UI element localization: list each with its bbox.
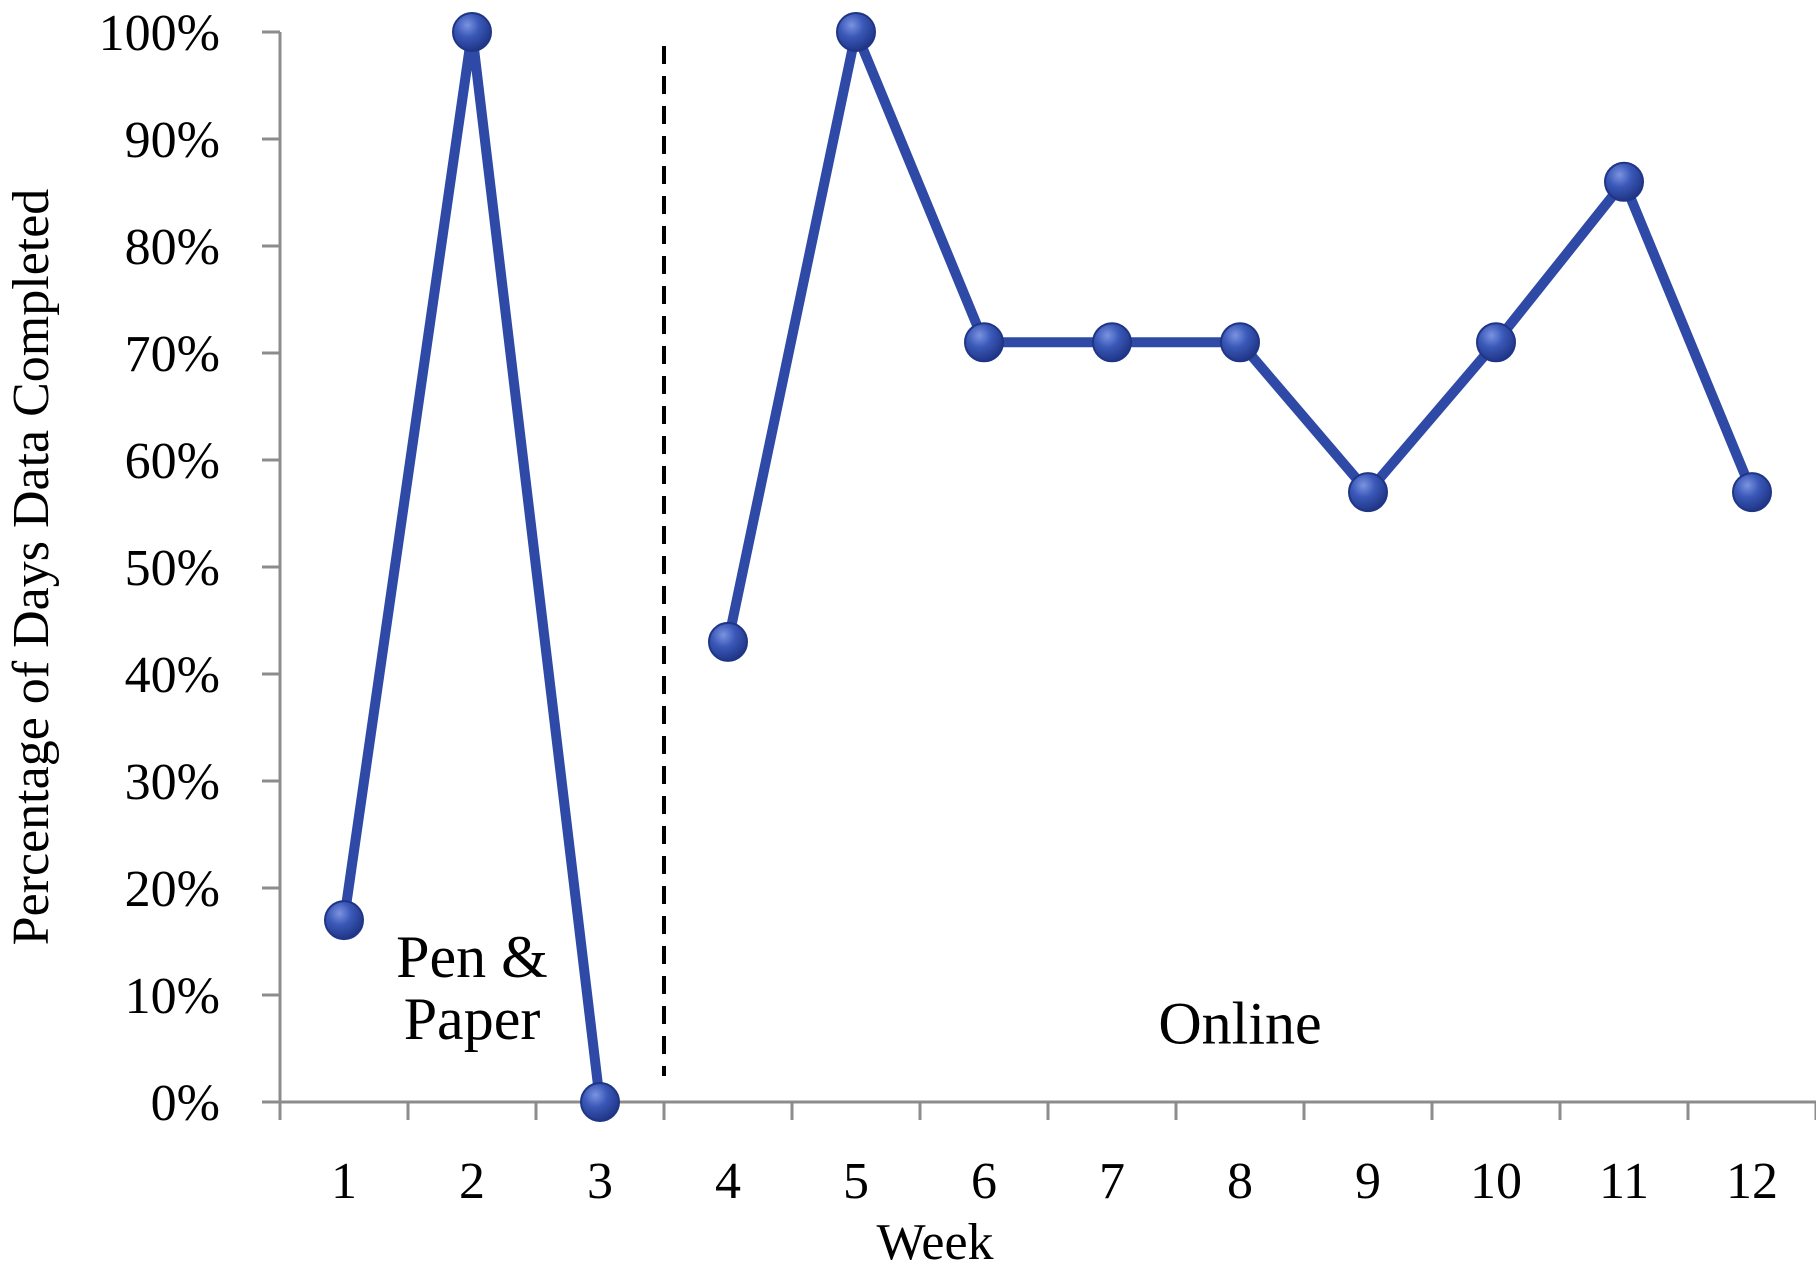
pen-paper-label: Paper bbox=[404, 986, 541, 1052]
series-markers bbox=[324, 12, 1772, 1122]
x-tick-label: 11 bbox=[1599, 1153, 1649, 1210]
pen-paper-label: Pen & bbox=[396, 924, 548, 990]
data-point bbox=[708, 621, 748, 662]
x-tick-label: 5 bbox=[843, 1153, 869, 1210]
data-point bbox=[1604, 161, 1644, 202]
data-point bbox=[580, 1082, 620, 1122]
data-point bbox=[1348, 472, 1388, 513]
x-tick-label: 7 bbox=[1099, 1153, 1125, 1210]
y-tick-label: 60% bbox=[125, 433, 220, 490]
y-tick-label: 20% bbox=[125, 861, 220, 918]
data-point bbox=[836, 12, 876, 52]
y-tick-label: 90% bbox=[125, 112, 220, 169]
x-tick-label: 4 bbox=[715, 1153, 741, 1210]
y-axis-title: Percentage of Days Data Completed bbox=[3, 189, 60, 946]
y-axis: 0% 10% 20% 30% 40% 50% 60% 70% 80% 90% 100% bbox=[99, 5, 282, 1132]
annotations: Pen &Paper Online bbox=[396, 924, 1321, 1057]
y-tick-label: 40% bbox=[125, 647, 220, 704]
x-tick-label: 9 bbox=[1355, 1153, 1381, 1210]
data-point bbox=[452, 12, 492, 52]
x-tick-label: 1 bbox=[331, 1153, 357, 1210]
data-point bbox=[1092, 322, 1132, 363]
x-tick-label: 6 bbox=[971, 1153, 997, 1210]
x-axis: 1 2 3 4 5 6 7 8 9 10 11 12 bbox=[278, 1100, 1816, 1210]
online-label: Online bbox=[1158, 991, 1321, 1057]
x-tick-label: 12 bbox=[1726, 1153, 1778, 1210]
x-tick-label: 3 bbox=[587, 1153, 613, 1210]
data-point bbox=[1476, 322, 1516, 363]
y-tick-label: 10% bbox=[125, 968, 220, 1025]
x-tick-label: 10 bbox=[1470, 1153, 1522, 1210]
y-tick-label: 30% bbox=[125, 754, 220, 811]
y-tick-label: 80% bbox=[125, 219, 220, 276]
data-point bbox=[324, 900, 364, 941]
series-line bbox=[339, 27, 1757, 1107]
y-tick-label: 0% bbox=[151, 1075, 220, 1132]
data-point bbox=[1732, 472, 1772, 513]
x-axis-title: Week bbox=[876, 1214, 993, 1268]
data-point bbox=[964, 322, 1004, 363]
y-tick-label: 70% bbox=[125, 326, 220, 383]
data-point bbox=[1220, 322, 1260, 363]
x-tick-label: 2 bbox=[459, 1153, 485, 1210]
y-tick-label: 50% bbox=[125, 540, 220, 597]
x-tick-label: 8 bbox=[1227, 1153, 1253, 1210]
y-tick-label: 100% bbox=[99, 5, 220, 62]
